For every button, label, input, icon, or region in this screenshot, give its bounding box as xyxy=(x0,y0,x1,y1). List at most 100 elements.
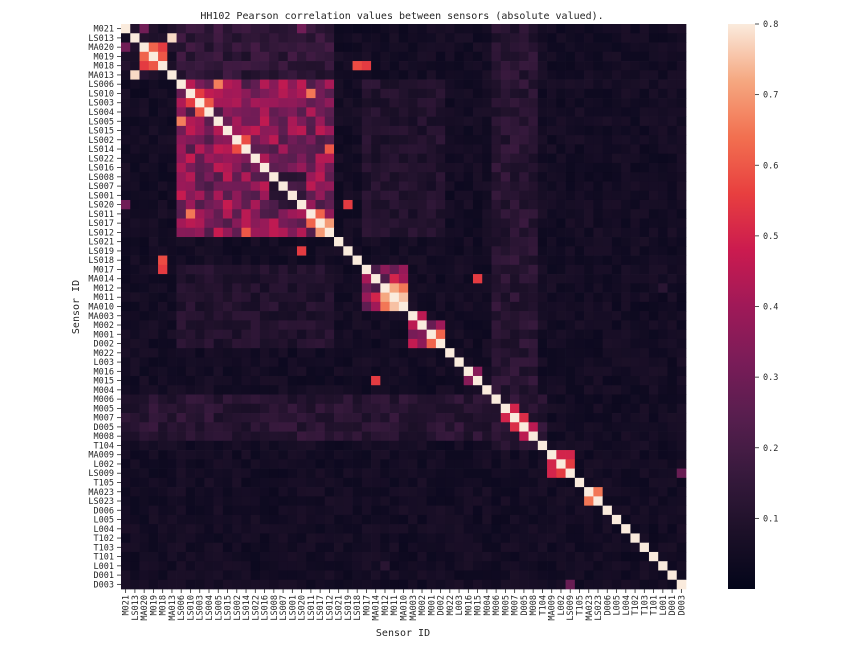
heatmap-cell xyxy=(667,172,678,182)
heatmap-cell xyxy=(676,394,687,405)
heatmap-cell xyxy=(232,209,242,219)
heatmap-cell xyxy=(130,487,140,497)
heatmap-cell xyxy=(371,505,381,516)
heatmap-cell xyxy=(195,348,205,358)
heatmap-cell xyxy=(352,413,363,423)
y-tick-label: LS014 xyxy=(88,145,114,155)
heatmap-cell xyxy=(565,320,576,330)
heatmap-cell xyxy=(269,301,279,312)
heatmap-cell xyxy=(222,153,233,164)
heatmap-cell xyxy=(676,125,687,136)
heatmap-cell xyxy=(380,542,390,553)
heatmap-cell xyxy=(491,375,502,386)
heatmap-cell xyxy=(232,301,242,312)
heatmap-cell xyxy=(250,283,261,293)
heatmap-cell xyxy=(408,468,418,479)
heatmap-cell xyxy=(389,505,400,516)
heatmap-cell xyxy=(658,144,668,155)
heatmap-cell xyxy=(306,301,316,312)
heatmap-cell xyxy=(611,51,622,62)
heatmap-cell xyxy=(334,413,344,423)
heatmap-cell xyxy=(565,33,576,43)
heatmap-cell xyxy=(435,301,446,312)
heatmap-cell xyxy=(398,88,409,99)
heatmap-cell xyxy=(611,459,622,469)
heatmap-cell xyxy=(380,218,390,229)
heatmap-cell xyxy=(500,88,511,99)
heatmap-cell xyxy=(371,468,381,479)
heatmap-cell xyxy=(139,320,150,330)
heatmap-cell xyxy=(602,320,613,330)
heatmap-cell xyxy=(352,450,363,460)
heatmap-cell xyxy=(398,153,409,164)
heatmap-cell xyxy=(167,227,177,238)
heatmap-cell xyxy=(213,338,224,349)
heatmap-cell xyxy=(269,366,279,377)
heatmap-cell xyxy=(250,422,261,432)
heatmap-cell xyxy=(334,116,344,127)
heatmap-cell xyxy=(167,422,177,432)
heatmap-cell xyxy=(185,431,196,442)
y-tick-label: LS005 xyxy=(88,117,114,127)
heatmap-cell xyxy=(315,135,326,145)
heatmap-cell xyxy=(398,98,409,108)
heatmap-cell xyxy=(306,181,316,192)
heatmap-cell xyxy=(130,24,140,34)
heatmap-cell xyxy=(352,579,363,590)
heatmap-cell xyxy=(204,311,214,321)
heatmap-cell xyxy=(658,524,668,534)
heatmap-cell xyxy=(500,394,511,405)
heatmap-cell xyxy=(158,375,168,386)
heatmap-cell xyxy=(324,431,335,442)
y-tick-label: LS009 xyxy=(88,469,114,479)
heatmap-cell xyxy=(204,61,214,71)
heatmap-cell xyxy=(121,413,131,423)
heatmap-cell xyxy=(621,209,631,219)
heatmap-cell xyxy=(389,366,400,377)
heatmap-cell xyxy=(556,172,566,182)
heatmap-cell xyxy=(658,199,668,210)
heatmap-cell xyxy=(398,246,409,256)
heatmap-cell xyxy=(408,88,418,99)
heatmap-cell xyxy=(547,42,557,53)
heatmap-cell xyxy=(343,107,353,117)
heatmap-cell xyxy=(537,79,548,90)
heatmap-cell xyxy=(621,440,631,451)
heatmap-cell xyxy=(639,107,650,117)
heatmap-cell xyxy=(185,348,196,358)
heatmap-cell xyxy=(121,348,131,358)
heatmap-cell xyxy=(185,125,196,136)
heatmap-cell xyxy=(167,88,177,99)
heatmap-cell xyxy=(352,88,363,99)
heatmap-cell xyxy=(658,440,668,451)
heatmap-cell xyxy=(250,348,261,358)
heatmap-cell xyxy=(482,292,492,303)
heatmap-cell xyxy=(139,570,150,581)
heatmap-cell xyxy=(676,116,687,127)
heatmap-cell xyxy=(296,42,307,53)
heatmap-cell xyxy=(584,162,594,173)
x-tick-label: LS022 xyxy=(251,595,261,621)
heatmap-cell xyxy=(121,459,131,469)
y-tick-label: LS010 xyxy=(88,89,114,99)
heatmap-cell xyxy=(398,551,409,562)
heatmap-cell xyxy=(324,135,335,145)
heatmap-cell xyxy=(241,338,252,349)
heatmap-cell xyxy=(343,209,353,219)
heatmap-cell xyxy=(380,459,390,469)
heatmap-cell xyxy=(334,190,344,201)
heatmap-cell xyxy=(472,505,483,516)
heatmap-cell xyxy=(250,135,261,145)
heatmap-cell xyxy=(204,42,214,53)
heatmap-cell xyxy=(584,107,594,117)
heatmap-cell xyxy=(491,98,502,108)
heatmap-cell xyxy=(324,79,335,90)
heatmap-cell xyxy=(222,209,233,219)
heatmap-cell xyxy=(537,199,548,210)
heatmap-cell xyxy=(519,135,529,145)
heatmap-cell xyxy=(658,190,668,201)
heatmap-cell xyxy=(324,561,335,571)
heatmap-cell xyxy=(241,450,252,460)
heatmap-cell xyxy=(296,496,307,506)
heatmap-cell xyxy=(158,135,168,145)
